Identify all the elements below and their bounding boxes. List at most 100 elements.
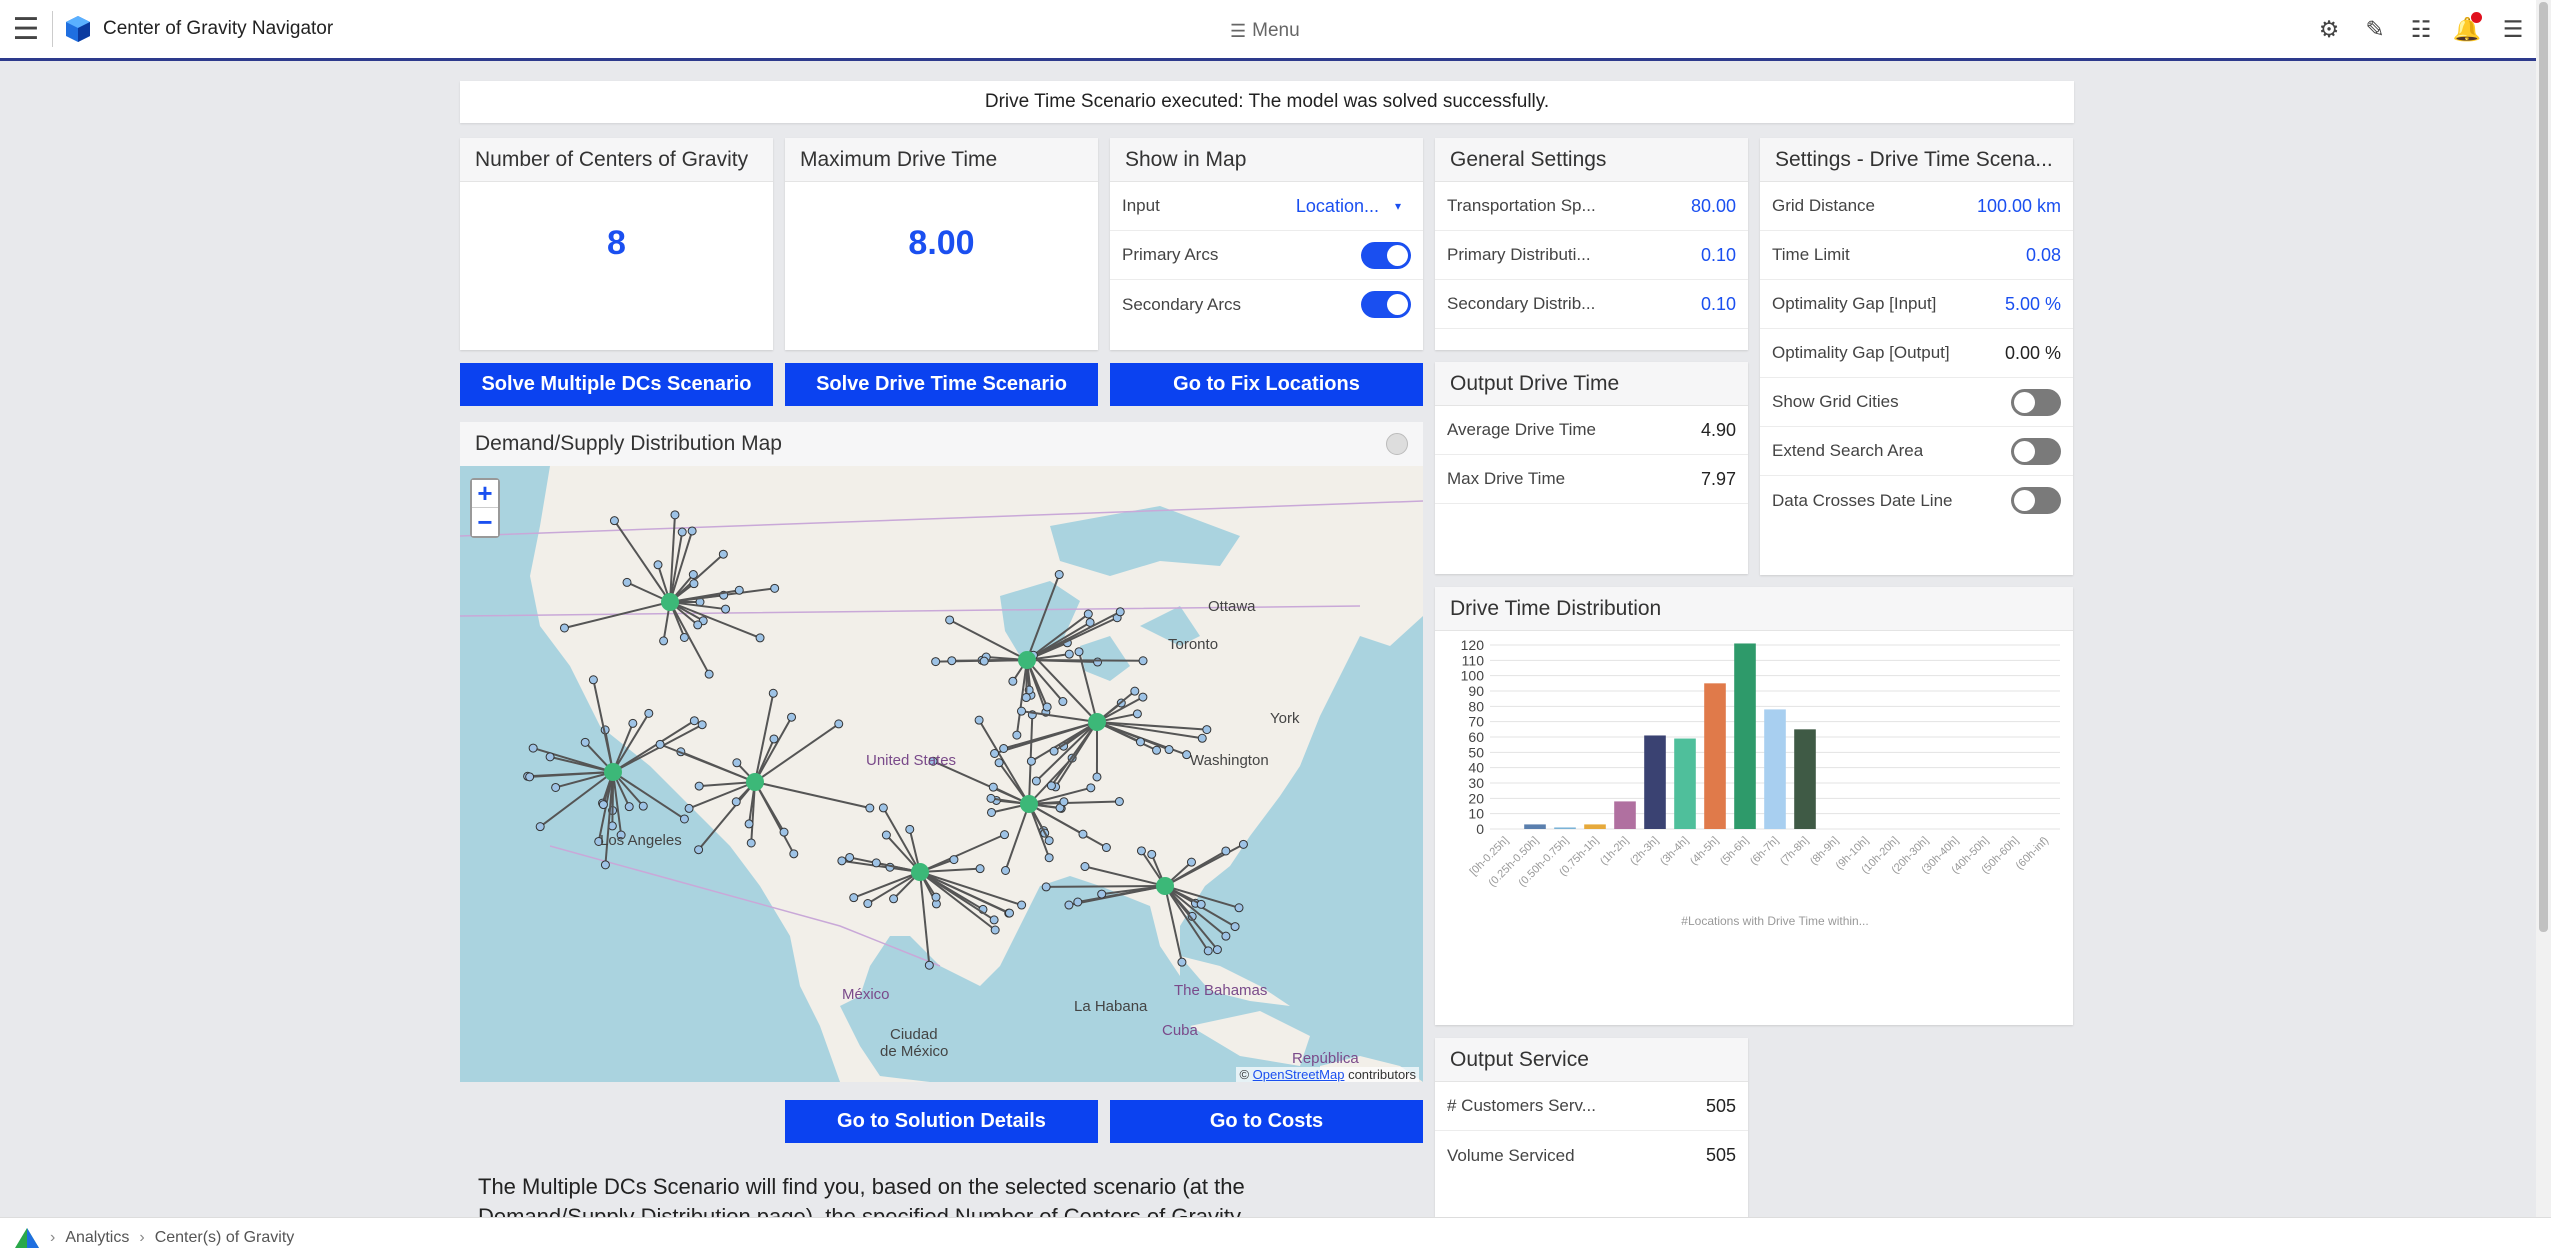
chart-y-tick: 120 [1461, 637, 1485, 653]
map-customer-point [734, 585, 744, 595]
solve-multiple-dcs-button[interactable]: Solve Multiple DCs Scenario [460, 363, 773, 406]
status-message: Drive Time Scenario executed: The model … [984, 91, 1550, 112]
home-logo-icon[interactable] [14, 1227, 40, 1249]
map-arc [1035, 721, 1098, 782]
map-customer-point [616, 830, 626, 840]
menu-button[interactable]: ☰ Menu [1230, 20, 1300, 42]
map-customer-point [689, 579, 699, 589]
date-line-label: Data Crosses Date Line [1772, 490, 1953, 510]
map-label: Cuba [1162, 1022, 1198, 1039]
page-scrollbar[interactable] [2536, 0, 2551, 1217]
map-customer-point [1212, 945, 1222, 955]
chart-y-tick: 0 [1476, 821, 1484, 837]
map-customer-point [624, 802, 634, 812]
chart-x-tick: (4h-5h] [1688, 835, 1721, 868]
map-customer-point [525, 772, 535, 782]
setting-value[interactable]: 0.10 [1700, 244, 1736, 265]
map-customer-point [588, 675, 598, 685]
setting-value[interactable]: 0.10 [1700, 293, 1736, 314]
input-select[interactable]: Location... ▾ [1296, 196, 1401, 217]
chart-y-tick: 70 [1468, 714, 1484, 730]
map-label: Washington [1190, 752, 1269, 769]
zoom-out-button[interactable]: − [472, 507, 498, 537]
date-line-toggle[interactable] [2011, 487, 2061, 514]
fix-locations-button[interactable]: Go to Fix Locations [1110, 363, 1423, 406]
centers-card: Number of Centers of Gravity 8 [460, 138, 773, 350]
hamburger-menu-icon[interactable]: ☰ [12, 12, 40, 46]
solve-drive-time-button[interactable]: Solve Drive Time Scenario [785, 363, 1098, 406]
primary-arcs-label: Primary Arcs [1122, 245, 1219, 264]
breadcrumb-separator: › [139, 1228, 145, 1246]
map-customer-point [1042, 702, 1052, 712]
map-arc [1003, 721, 1098, 750]
pencil-icon[interactable]: ✎ [2365, 15, 2385, 42]
map-arc [919, 871, 1010, 914]
map-customer-point [1080, 862, 1090, 872]
map-canvas[interactable]: + − Ottawa Toronto United States York Wa… [460, 466, 1423, 1082]
map-arc [754, 693, 775, 783]
map-arc [592, 679, 614, 773]
map-customer-point [598, 800, 608, 810]
gap-input-value[interactable]: 5.00 % [2004, 293, 2061, 314]
scrollbar-thumb[interactable] [2539, 2, 2548, 932]
secondary-arcs-toggle[interactable] [1361, 291, 1411, 318]
time-limit-value[interactable]: 0.08 [2025, 244, 2061, 265]
map-arc [669, 514, 676, 603]
setting-value[interactable]: 80.00 [1690, 195, 1736, 216]
primary-arcs-toggle[interactable] [1361, 241, 1411, 269]
map-customer-point [834, 719, 844, 729]
map-customer-point [638, 801, 648, 811]
map-arc [919, 833, 1005, 873]
list-icon[interactable]: ☷ [2410, 15, 2432, 42]
grid-cities-toggle[interactable] [2011, 388, 2061, 416]
map-customer-point [1092, 772, 1102, 782]
osm-link[interactable]: OpenStreetMap [1252, 1067, 1345, 1082]
map-customer-point [931, 657, 941, 667]
map-customer-point [1000, 830, 1010, 840]
breadcrumb-analytics[interactable]: Analytics [65, 1228, 130, 1246]
map-customer-point [1093, 657, 1103, 667]
zoom-in-button[interactable]: + [472, 478, 498, 508]
chart-x-tick: (7h-8h] [1778, 835, 1811, 868]
extend-search-toggle[interactable] [2011, 437, 2061, 465]
map-arc [1164, 885, 1227, 937]
chart-y-tick: 40 [1468, 760, 1484, 776]
settings-sliders-icon[interactable]: ☰ [2502, 15, 2524, 42]
map-customer-point [1083, 609, 1093, 619]
map-customer-point [609, 516, 619, 526]
map-customer-point [990, 925, 1000, 935]
map-customer-point [684, 803, 694, 813]
gear-icon[interactable]: ⚙ [2318, 15, 2340, 42]
map-attribution: © OpenStreetMap contributors [1236, 1067, 1419, 1082]
map-customer-point [1064, 900, 1074, 910]
map-customer-point [689, 716, 699, 726]
map-hub-point [661, 593, 679, 611]
solution-details-button[interactable]: Go to Solution Details [785, 1100, 1098, 1143]
map-arc [919, 867, 981, 873]
breadcrumb-centers[interactable]: Center(s) of Gravity [154, 1228, 295, 1246]
map-customer-point [1182, 750, 1192, 760]
map-customer-point [704, 669, 714, 679]
bell-icon[interactable]: 🔔 [2444, 6, 2490, 52]
grid-distance-value[interactable]: 100.00 km [1976, 195, 2061, 216]
map-customer-point [732, 758, 742, 768]
map-customer-point [931, 892, 941, 902]
extend-search-row: Extend Search Area [1760, 427, 2073, 476]
map-customer-point [1138, 656, 1148, 666]
map-arc [699, 781, 756, 788]
customers-row: # Customers Serv... 505 [1435, 1082, 1748, 1131]
map-customer-point [1221, 846, 1231, 856]
map-arc [1096, 721, 1207, 731]
map-customer-point [670, 510, 680, 520]
map-options-icon[interactable] [1386, 433, 1408, 455]
chart-y-tick: 80 [1468, 698, 1484, 714]
map-hub-point [1018, 651, 1036, 669]
map-customer-point [1164, 745, 1174, 755]
primary-arcs-row: Primary Arcs [1110, 231, 1423, 280]
map-arc [1015, 659, 1028, 736]
map-customer-point [718, 549, 728, 559]
map-arc [669, 601, 761, 639]
map-arc [604, 771, 614, 865]
costs-button[interactable]: Go to Costs [1110, 1100, 1423, 1143]
